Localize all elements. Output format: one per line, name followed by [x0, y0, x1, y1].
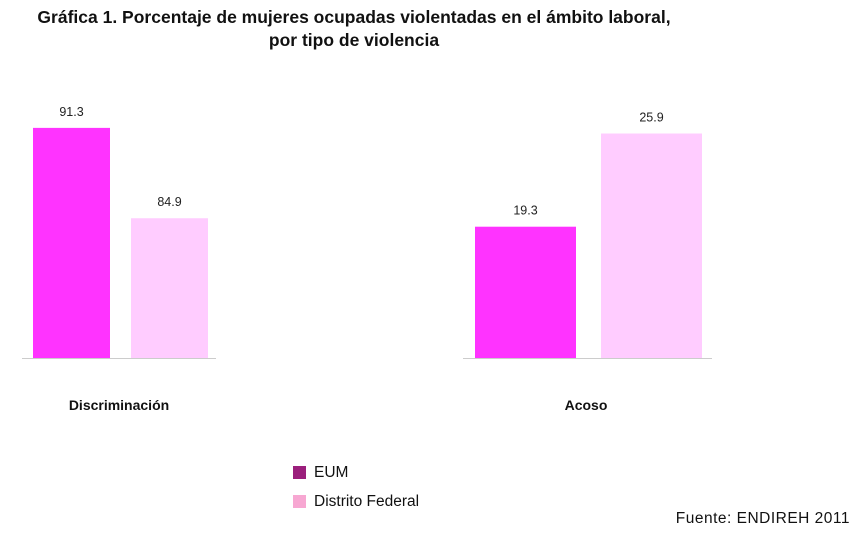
bar-acoso-distrito-federal	[601, 133, 702, 358]
data-label-discriminacion-eum: 91.3	[59, 105, 83, 119]
legend-item-eum: EUM	[293, 458, 419, 487]
bar-discriminacion-distrito-federal	[131, 218, 208, 358]
legend-swatch-distrito-federal	[293, 495, 306, 508]
legend-swatch-eum	[293, 466, 306, 479]
legend-label-distrito-federal: Distrito Federal	[314, 492, 420, 510]
legend-label-eum: EUM	[314, 463, 349, 481]
data-label-discriminacion-distrito-federal: 84.9	[157, 195, 181, 209]
source-note: Fuente: ENDIREH 2011	[675, 510, 850, 527]
category-label-discriminacion: Discriminación	[69, 397, 169, 413]
category-label-acoso: Acoso	[565, 397, 608, 413]
bar-discriminacion-eum	[33, 127, 110, 358]
chart-title-line2: por tipo de violencia	[268, 30, 440, 50]
legend: EUM Distrito Federal	[293, 458, 419, 516]
chart-title-line1: Gráfica 1. Porcentaje de mujeres ocupada…	[37, 7, 671, 27]
legend-item-distrito-federal: Distrito Federal	[293, 487, 419, 516]
chart-title: Gráfica 1. Porcentaje de mujeres ocupada…	[0, 6, 708, 52]
data-label-acoso-eum: 19.3	[513, 204, 537, 218]
bar-acoso-eum	[475, 226, 576, 358]
data-label-acoso-distrito-federal: 25.9	[639, 111, 663, 125]
